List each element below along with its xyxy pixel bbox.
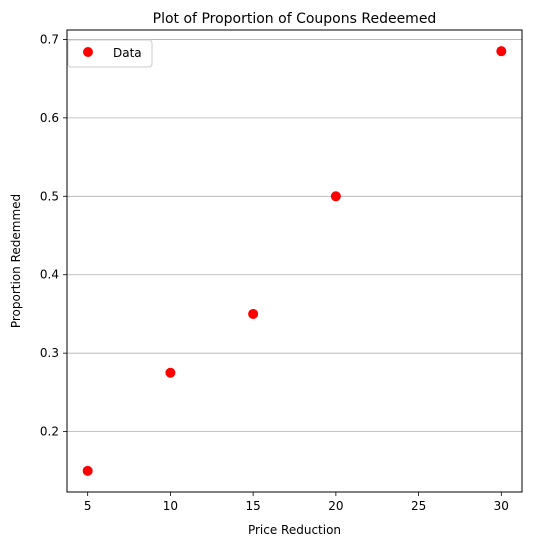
x-tick-label: 10 <box>163 499 178 513</box>
y-tick-label: 0.6 <box>40 111 59 125</box>
plot-frame <box>66 29 523 493</box>
legend-label: Data <box>113 46 142 60</box>
y-tick-label: 0.5 <box>40 189 59 203</box>
data-points <box>82 46 507 476</box>
y-axis-ticks: 0.2 0.3 0.4 0.5 0.6 0.7 <box>40 32 67 439</box>
x-tick-label: 15 <box>245 499 260 513</box>
y-tick-label: 0.2 <box>40 425 59 439</box>
x-tick-label: 25 <box>411 499 426 513</box>
data-point <box>165 367 176 378</box>
data-point <box>330 191 341 202</box>
y-tick-label: 0.3 <box>40 346 59 360</box>
legend-marker <box>83 47 93 57</box>
x-tick-label: 20 <box>328 499 343 513</box>
x-axis-ticks: 5 10 15 20 25 30 <box>84 492 509 513</box>
legend-box <box>67 39 153 68</box>
chart-title: Plot of Proportion of Coupons Redeemed <box>153 11 437 27</box>
x-axis-label: Price Reduction <box>248 523 341 537</box>
x-tick-label: 5 <box>84 499 92 513</box>
grid-lines <box>67 39 522 433</box>
data-point <box>82 465 93 476</box>
data-point <box>248 308 259 319</box>
y-tick-label: 0.7 <box>40 32 59 46</box>
legend: Data <box>67 39 153 68</box>
y-axis-label: Proportion Redemmed <box>9 194 23 328</box>
y-tick-label: 0.4 <box>40 268 59 282</box>
data-point <box>496 46 507 57</box>
x-tick-label: 30 <box>494 499 509 513</box>
